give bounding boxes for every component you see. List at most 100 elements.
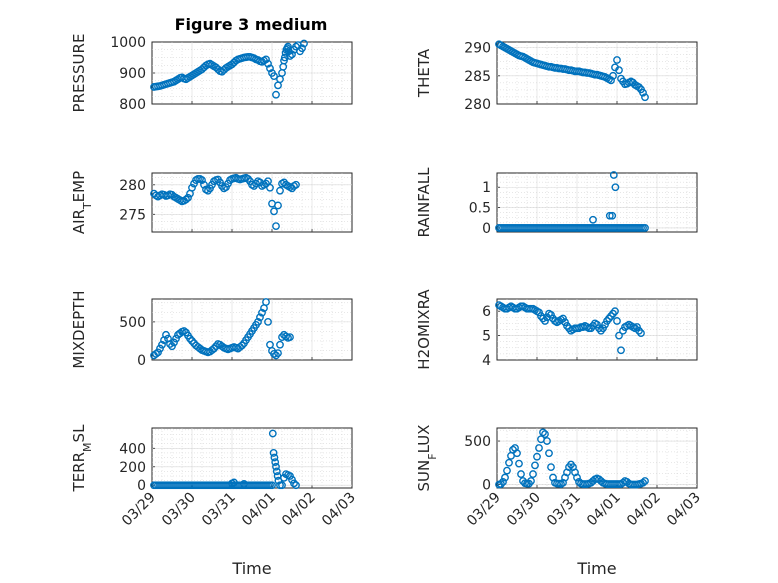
data-point [286,333,294,342]
data-point [617,346,625,355]
y-tick-label: 1 [482,180,491,196]
data-point [637,329,645,338]
data-point [168,342,176,351]
data-point [284,42,292,51]
y-axis-label-5: H2OMIXRA [415,289,433,370]
data-point [641,477,649,485]
data-point [256,313,264,322]
data-point [272,222,280,231]
data-point [639,478,647,487]
data-point [288,50,296,59]
data-point [298,44,306,53]
data-point [154,348,162,357]
subplot-h2omixra: 4 5 6 H2OMIXRA [415,289,698,370]
data-point [274,201,282,210]
y-tick-label: 0 [137,478,146,494]
data-point [172,334,180,343]
data-point [272,467,281,476]
data-point [170,338,178,347]
data-point [270,349,278,358]
data-point [266,64,274,73]
x-axis-label: Time [231,559,271,578]
y-tick-label: 0 [137,353,146,369]
data-point [609,171,618,179]
data-point [611,183,620,192]
data-point [573,473,581,482]
data-point [605,211,614,220]
data-point [541,430,549,438]
y-axis-label-7: SUNFLUX [415,425,439,492]
data-point [186,334,194,343]
y-axis-label-6: TERRMSL [70,424,94,493]
data-point [641,224,649,232]
y-tick-label: 5 [482,329,491,345]
x-axis-label: Time [576,559,616,578]
data-point [497,480,505,488]
data-point [188,337,196,345]
y-tick-label: 0.5 [469,201,491,217]
data-point [547,463,555,472]
y-tick-label: 500 [119,315,146,331]
data-point [196,344,204,353]
data-point [254,317,262,326]
y-axis-label-2: AIRTEMP [70,171,94,234]
data-point [180,327,188,335]
data-point [543,437,551,445]
data-point [611,307,619,316]
y-tick-label: 280 [464,97,491,113]
data-point [607,76,615,85]
y-tick-label: 800 [119,97,146,113]
subplot-air-temp: 275 280 AIRTEMP [70,171,353,234]
data-point [282,332,290,341]
data-point [158,340,166,349]
data-point [280,53,289,62]
data-point [286,52,294,60]
data-point [156,344,164,353]
data-point [529,470,537,478]
data-point [499,478,507,486]
data-point [609,71,617,80]
data-point [272,462,280,471]
data-point [280,56,288,65]
data-point [292,180,300,189]
data-point [258,308,266,317]
data-point [264,59,272,68]
data-point [162,330,170,339]
y-tick-label: 6 [482,304,491,320]
data-point [274,349,282,358]
data-point [545,449,553,458]
data-point [613,56,621,64]
data-point [272,90,280,99]
y-axis-label-3: RAINFALL [415,167,433,238]
data-point [300,39,308,48]
y-tick-label: 200 [119,460,146,476]
data-point [230,478,238,487]
data-point [589,215,597,224]
data-point [262,298,270,306]
figure-title: Figure 3 medium [175,15,328,34]
y-tick-label: 280 [119,178,146,194]
y-axis-label-1: THETA [415,48,433,98]
data-point [166,340,174,348]
subplot-theta: 280 285 290 THETA [415,40,698,113]
data-point [264,317,272,326]
data-point [210,344,218,353]
data-point [270,207,278,216]
data-point [276,186,284,195]
data-point [501,473,509,482]
data-point [200,180,208,189]
data-point [639,88,647,97]
y-tick-label: 290 [464,41,491,57]
data-point [188,183,196,192]
data-point [218,342,226,351]
data-point [240,479,248,488]
data-point [615,331,623,340]
data-point [513,449,521,458]
data-point [184,193,192,202]
y-tick-label: 400 [119,441,146,457]
data-point [503,466,511,475]
data-point [270,72,278,81]
data-point [635,83,643,91]
data-point [527,477,535,485]
